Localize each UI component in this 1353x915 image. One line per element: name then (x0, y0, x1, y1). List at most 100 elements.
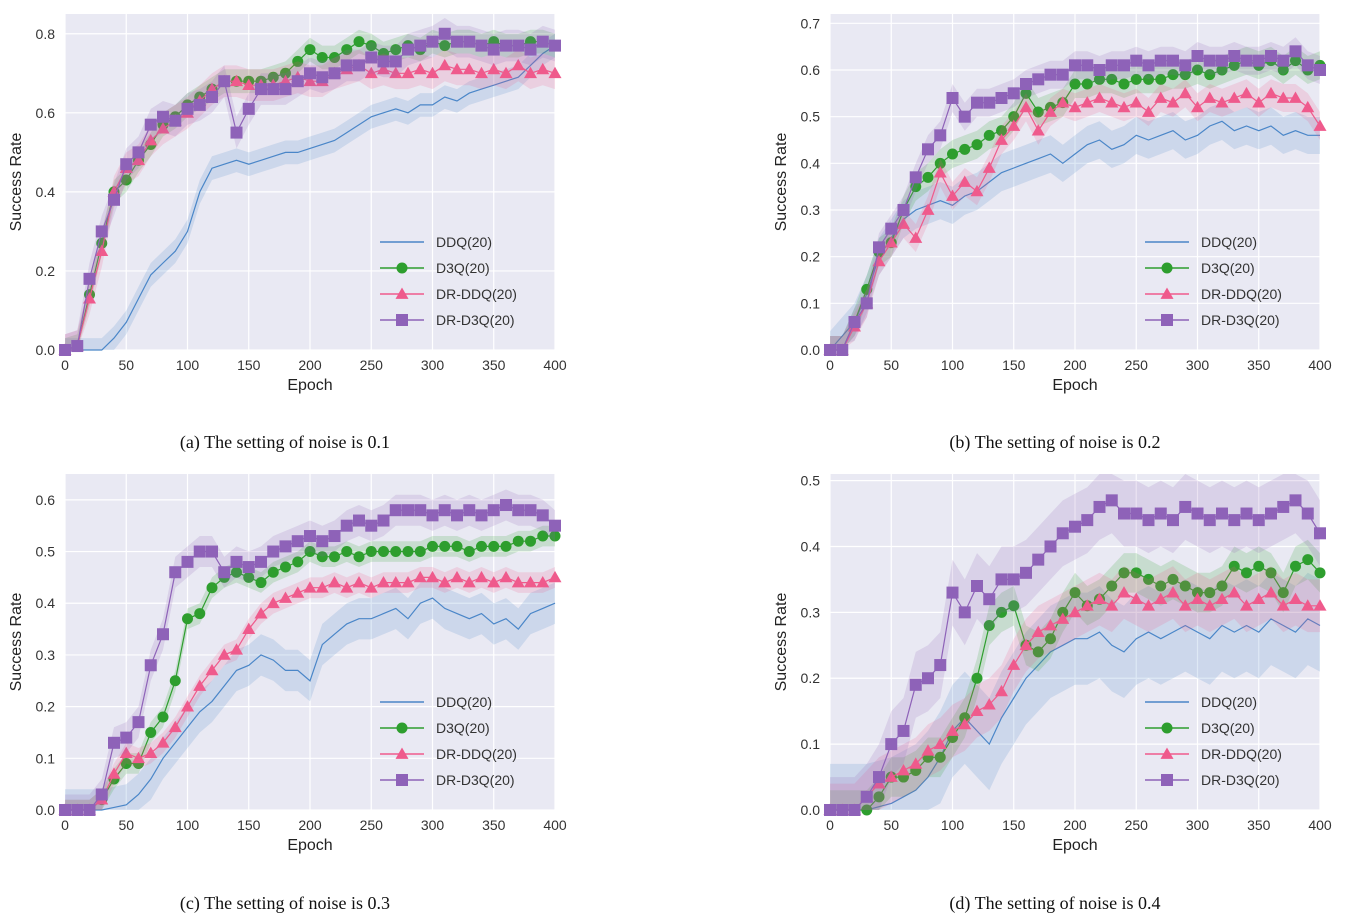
point-dr-ddq-20 (462, 62, 476, 75)
point-dr-d3q-20 (144, 659, 157, 672)
legend-marker (395, 287, 409, 299)
x-tick-label: 350 (1247, 817, 1271, 833)
legend-item: DR-D3Q(20) (1145, 772, 1280, 788)
point-dr-d3q-20 (922, 143, 934, 156)
y-tick-label: 0.2 (36, 263, 56, 279)
point-dr-d3q-20 (524, 43, 537, 56)
legend-label: DR-D3Q(20) (436, 772, 515, 788)
legend-label: D3Q(20) (436, 720, 490, 736)
point-dr-d3q-20 (463, 35, 476, 48)
point-dr-ddq-20 (1227, 586, 1241, 598)
point-dr-d3q-20 (983, 96, 996, 109)
x-tick-label: 350 (482, 357, 506, 373)
x-axis-label: Epoch (1052, 837, 1097, 854)
legend: DDQ(20) D3Q(20) DR-DDQ(20) DR-D3Q(20) (380, 694, 517, 788)
point-d3q-20 (1290, 55, 1301, 67)
point-dr-d3q-20 (1056, 527, 1069, 540)
point-dr-ddq-20 (438, 576, 452, 588)
x-tick-label: 250 (360, 357, 384, 373)
point-dr-ddq-20 (897, 763, 910, 776)
x-tick-label: 400 (1308, 817, 1332, 833)
point-d3q-20 (329, 551, 340, 563)
point-dr-d3q-20 (1240, 507, 1253, 520)
point-dr-d3q-20 (1105, 494, 1118, 507)
y-axis-label: Success Rate (8, 133, 25, 232)
point-d3q-20 (1130, 73, 1142, 85)
point-dr-ddq-20 (1080, 599, 1094, 611)
x-tick-label: 50 (118, 357, 134, 373)
point-dr-d3q-20 (218, 75, 231, 88)
point-dr-ddq-20 (1080, 96, 1094, 108)
point-dr-d3q-20 (328, 67, 341, 80)
point-dr-ddq-20 (1044, 619, 1057, 631)
point-dr-d3q-20 (1277, 54, 1290, 67)
point-dr-d3q-20 (169, 566, 182, 579)
point-d3q-20 (1192, 64, 1203, 76)
point-dr-ddq-20 (1313, 119, 1327, 131)
legend-item: DDQ(20) (1145, 694, 1257, 710)
point-d3q-20 (1314, 567, 1326, 579)
point-dr-ddq-20 (413, 570, 427, 583)
point-dr-d3q-20 (995, 573, 1008, 586)
point-dr-d3q-20 (71, 804, 84, 816)
point-d3q-20 (537, 530, 549, 542)
y-tick-label: 0.1 (36, 750, 56, 766)
point-dr-ddq-20 (897, 217, 910, 229)
point-dr-ddq-20 (970, 184, 984, 197)
caption-a: (a) The setting of noise is 0.1 (179, 432, 391, 452)
point-dr-d3q-20 (1240, 54, 1253, 67)
point-dr-d3q-20 (218, 566, 231, 579)
point-dr-d3q-20 (946, 92, 959, 104)
y-tick-label: 0.5 (801, 473, 821, 489)
point-dr-d3q-20 (108, 193, 120, 206)
legend-marker (395, 747, 409, 759)
point-dr-d3q-20 (487, 504, 500, 517)
point-d3q-20 (206, 582, 218, 594)
point-dr-d3q-20 (426, 35, 439, 48)
point-dr-d3q-20 (536, 35, 549, 48)
point-dr-ddq-20 (242, 78, 256, 91)
legend: DDQ(20) D3Q(20) DR-DDQ(20) DR-D3Q(20) (380, 234, 517, 328)
point-dr-d3q-20 (1179, 59, 1192, 72)
point-dr-d3q-20 (157, 110, 169, 123)
point-d3q-20 (1143, 73, 1154, 85)
point-d3q-20 (1118, 78, 1130, 90)
point-dr-d3q-20 (1228, 50, 1241, 62)
point-d3q-20 (1130, 567, 1142, 579)
chart-b-svg: 0 50 100 150 200 250 300 350 400 0.0 0.1 0.2 0.3 0.4 0… (773, 14, 1332, 394)
point-dr-d3q-20 (230, 126, 243, 139)
point-d3q-20 (1204, 587, 1216, 599)
y-tick-label: 0.4 (36, 595, 56, 611)
point-d3q-20 (365, 546, 377, 558)
y-tick-label: 0.4 (801, 155, 821, 171)
point-dr-d3q-20 (946, 586, 959, 599)
point-dr-ddq-20 (401, 576, 415, 588)
x-tick-label: 250 (1125, 357, 1149, 373)
x-tick-label: 200 (298, 817, 322, 833)
point-dr-d3q-20 (267, 83, 280, 96)
point-d3q-20 (1143, 573, 1154, 585)
point-dr-d3q-20 (1032, 553, 1045, 566)
point-d3q-20 (1241, 567, 1252, 579)
point-dr-d3q-20 (1179, 500, 1192, 513)
point-dr-ddq-20 (884, 236, 898, 248)
point-dr-ddq-20 (487, 576, 501, 588)
point-d3q-20 (1020, 87, 1032, 99)
y-tick-label: 0.2 (801, 670, 821, 686)
point-dr-d3q-20 (1191, 50, 1204, 62)
point-d3q-20 (292, 556, 304, 568)
point-dr-d3q-20 (59, 344, 71, 356)
point-dr-d3q-20 (365, 51, 378, 64)
legend-marker (1161, 722, 1173, 734)
point-dr-ddq-20 (217, 648, 231, 660)
point-dr-ddq-20 (377, 62, 390, 75)
point-dr-d3q-20 (402, 43, 414, 56)
point-dr-d3q-20 (95, 225, 108, 238)
point-dr-ddq-20 (487, 62, 501, 75)
point-d3q-20 (1265, 567, 1277, 579)
legend-marker (1161, 314, 1173, 326)
point-dr-d3q-20 (885, 738, 898, 751)
point-d3q-20 (1032, 646, 1044, 658)
y-axis-label: Success Rate (773, 593, 790, 692)
series-ddq-20 (829, 102, 1320, 351)
